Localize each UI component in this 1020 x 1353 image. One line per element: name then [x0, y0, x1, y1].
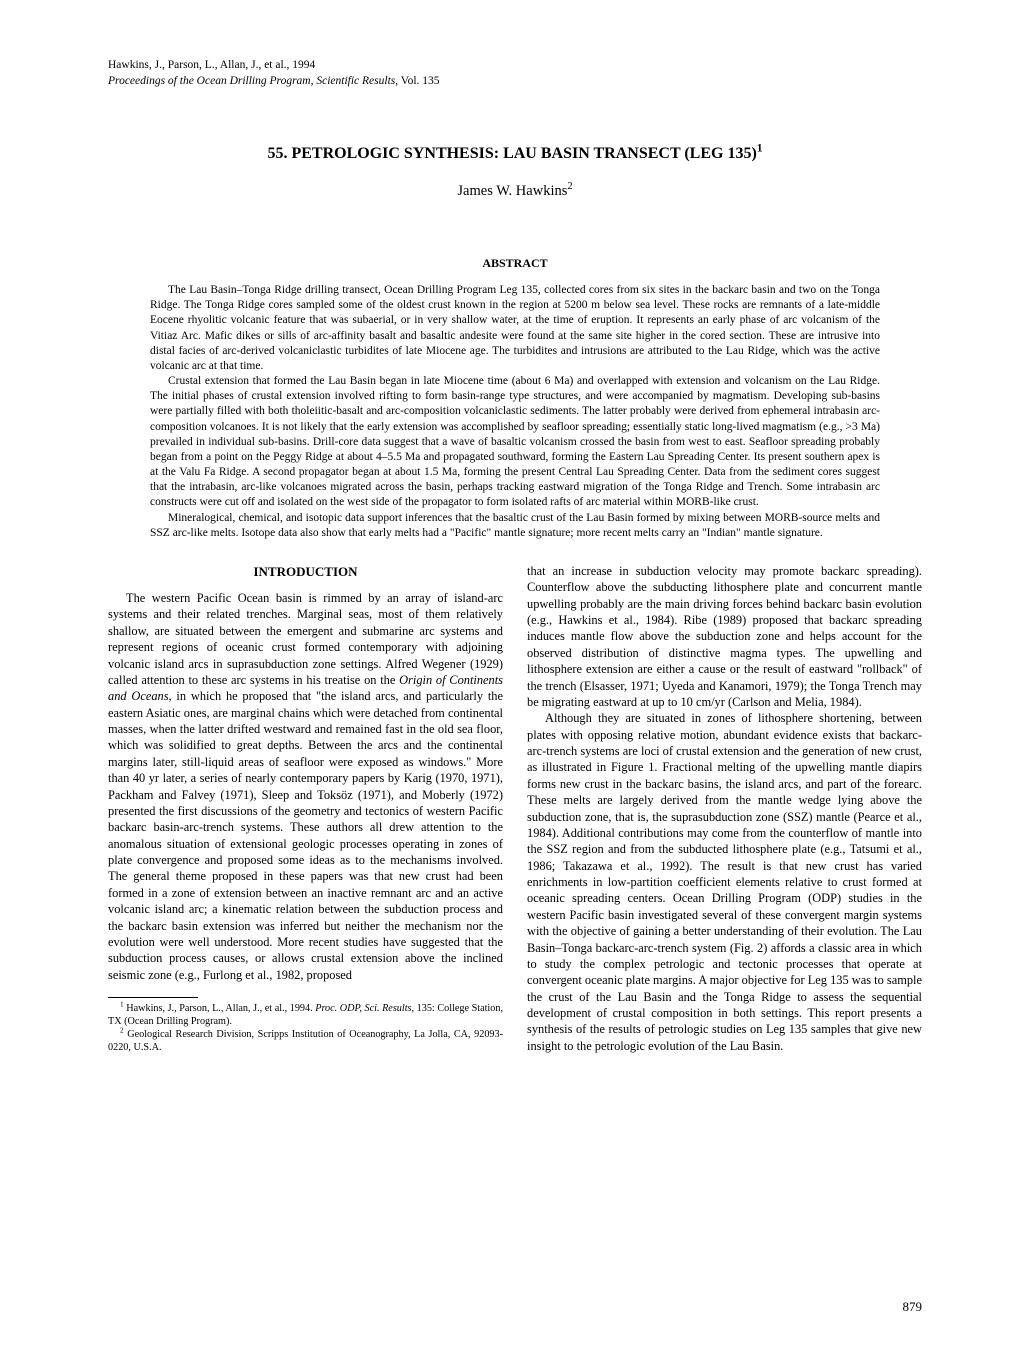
intro-left-p1: The western Pacific Ocean basin is rimme…	[108, 590, 503, 983]
abstract-p1: The Lau Basin–Tonga Ridge drilling trans…	[150, 283, 880, 374]
right-column: that an increase in subduction velocity …	[527, 563, 922, 1054]
chapter-title-sup: 1	[757, 143, 763, 155]
abstract-body: The Lau Basin–Tonga Ridge drilling trans…	[108, 283, 922, 541]
abstract-p2: Crustal extension that formed the Lau Ba…	[150, 374, 880, 511]
footnote-1a: Hawkins, J., Parson, L., Allan, J., et a…	[124, 1003, 316, 1014]
page-number: 879	[903, 1299, 923, 1315]
intro-left-p1b: in which he proposed that "the island ar…	[108, 689, 503, 981]
footnote-2-text: Geological Research Division, Scripps In…	[108, 1029, 503, 1053]
author-name: James W. Hawkins	[457, 183, 567, 199]
footnote-rule	[108, 997, 198, 998]
footnote-1-italic: Proc. ODP, Sci. Results,	[315, 1003, 414, 1014]
author-line: James W. Hawkins2	[108, 183, 922, 200]
citation-line1: Hawkins, J., Parson, L., Allan, J., et a…	[108, 59, 315, 71]
left-column: INTRODUCTION The western Pacific Ocean b…	[108, 563, 503, 1054]
chapter-title-text: 55. PETROLOGIC SYNTHESIS: LAU BASIN TRAN…	[267, 145, 756, 162]
introduction-heading: INTRODUCTION	[108, 563, 503, 580]
intro-right-p2: Although they are situated in zones of l…	[527, 710, 922, 1054]
citation-line2-vol: Vol. 135	[398, 75, 439, 87]
footnotes: 1 Hawkins, J., Parson, L., Allan, J., et…	[108, 1002, 503, 1054]
chapter-title: 55. PETROLOGIC SYNTHESIS: LAU BASIN TRAN…	[108, 145, 922, 163]
citation-header: Hawkins, J., Parson, L., Allan, J., et a…	[108, 58, 922, 89]
footnote-1: 1 Hawkins, J., Parson, L., Allan, J., et…	[108, 1002, 503, 1028]
two-column-layout: INTRODUCTION The western Pacific Ocean b…	[108, 563, 922, 1054]
intro-right-p1: that an increase in subduction velocity …	[527, 563, 922, 710]
abstract-heading: ABSTRACT	[108, 256, 922, 271]
citation-line2-italic: Proceedings of the Ocean Drilling Progra…	[108, 75, 398, 87]
abstract-p3: Mineralogical, chemical, and isotopic da…	[150, 511, 880, 541]
author-sup: 2	[567, 181, 572, 192]
footnote-2: 2 Geological Research Division, Scripps …	[108, 1028, 503, 1054]
